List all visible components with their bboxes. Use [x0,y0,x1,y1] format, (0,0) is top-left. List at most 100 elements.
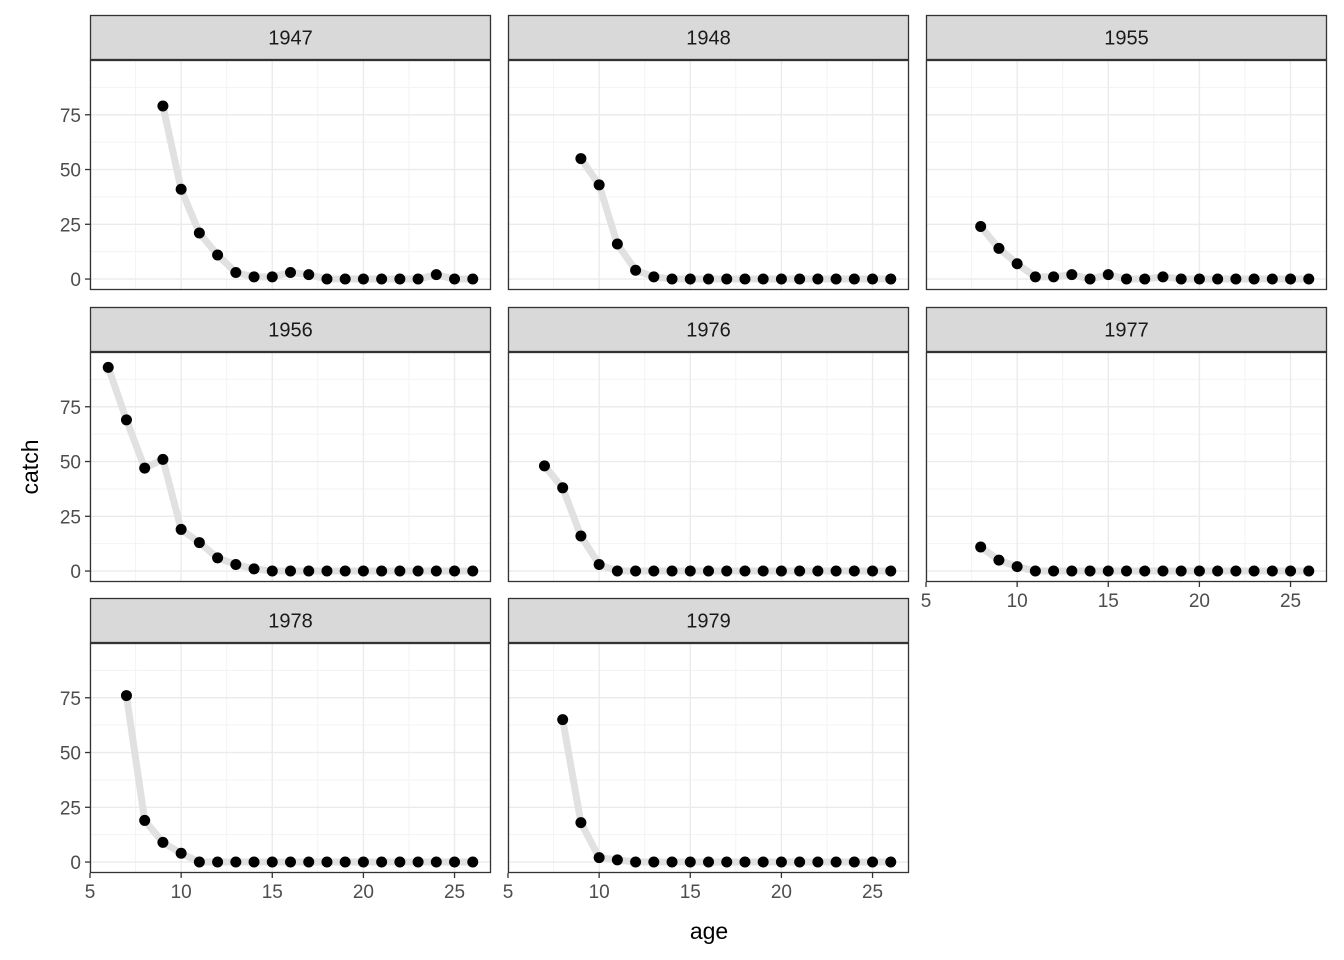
strip-label: 1948 [686,28,731,50]
data-point [212,856,224,868]
data-point [848,565,860,577]
data-point [1285,273,1297,285]
data-point [285,565,296,577]
data-point [339,565,351,577]
data-point [1102,269,1114,281]
data-point [139,814,151,826]
data-point [812,565,824,577]
data-point [630,264,642,276]
data-point [1084,565,1096,577]
panel-border [89,59,492,291]
data-point [1175,273,1187,285]
data-point [376,856,388,868]
data-point [467,856,479,868]
data-point [593,179,605,191]
strip-background [507,306,910,353]
data-point [376,565,388,577]
data-point [175,847,187,859]
data-point [357,273,369,285]
x-tick-label: 15 [1098,591,1119,612]
data-point [1011,561,1023,573]
data-point [739,273,751,285]
data-point [1029,271,1041,283]
data-point [666,856,678,868]
data-point [593,852,605,864]
data-point [611,238,623,250]
x-tick-label: 10 [1007,591,1028,612]
data-point [175,183,187,195]
data-point [157,836,169,848]
panel-background [90,60,491,290]
x-tick-label: 20 [771,882,792,903]
data-point [1139,565,1151,577]
data-point [467,273,479,285]
strip-label: 1976 [686,320,731,342]
data-point [394,565,406,577]
x-tick-label: 25 [444,882,465,903]
data-point [430,856,442,868]
data-point [848,856,860,868]
y-tick-label: 50 [60,453,81,474]
data-point [230,558,242,570]
data-point [593,558,605,570]
data-point [1266,565,1278,577]
x-tick-label: 20 [353,882,374,903]
data-point [666,273,678,285]
data-point [1175,565,1187,577]
data-point [285,856,296,868]
data-point [1139,273,1151,285]
data-point [303,269,315,281]
data-point [775,856,787,868]
panel-background [90,643,491,873]
data-point [1066,269,1078,281]
strip-background [89,306,492,353]
data-point [684,565,696,577]
data-point [630,856,642,868]
data-point [412,856,424,868]
data-point [193,227,205,239]
data-point [1048,565,1060,577]
data-point [648,565,660,577]
data-point [630,565,642,577]
data-point [575,153,587,165]
x-tick-label: 10 [171,882,192,903]
data-point [193,856,205,868]
strip-background [89,597,492,644]
data-point [648,271,660,283]
data-point [285,266,296,278]
data-point [794,856,806,868]
data-point [1011,258,1023,270]
y-tick-label: 50 [60,161,81,182]
y-tick-label: 25 [60,507,81,528]
panel-1955: 1955 [925,14,1328,291]
data-point [193,537,205,549]
y-tick-label: 0 [70,270,81,291]
data-point [376,273,388,285]
data-point [120,414,132,426]
data-point [684,273,696,285]
data-point [575,530,587,542]
data-point [394,856,406,868]
data-point [557,714,569,726]
data-point [830,856,842,868]
data-point [1157,271,1169,283]
data-point [230,266,242,278]
panel-background [926,60,1327,290]
data-point [703,565,714,577]
data-point [266,856,278,868]
data-point [1048,271,1060,283]
panel-border [89,351,492,583]
panel-border [925,59,1328,291]
data-point [648,856,660,868]
data-point [412,565,424,577]
data-point [993,554,1005,566]
x-tick-label: 5 [503,882,514,903]
data-point [848,273,860,285]
panel-border [507,642,910,874]
data-point [357,856,369,868]
data-point [321,565,333,577]
y-tick-label: 25 [60,798,81,819]
data-point [266,271,278,283]
data-point [157,453,169,465]
